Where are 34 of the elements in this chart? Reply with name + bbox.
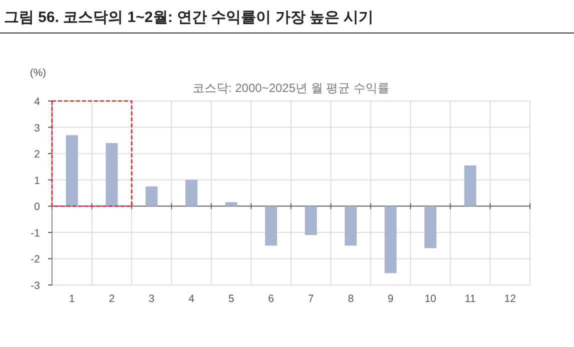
bar: [384, 206, 397, 274]
y-tick-label: 3: [34, 122, 40, 134]
y-tick-label: -1: [30, 227, 40, 240]
x-tick-label: 8: [348, 293, 354, 305]
y-tick-label: 2: [34, 148, 40, 161]
x-tick-label: 1: [68, 293, 75, 305]
y-tick-label: 1: [34, 174, 40, 187]
x-tick-label: 10: [424, 293, 436, 305]
y-tick-label: 0: [34, 201, 40, 214]
bar: [265, 206, 278, 246]
x-tick-label: 7: [308, 293, 314, 305]
bar: [464, 165, 476, 206]
bar: [146, 186, 158, 206]
x-tick-label: 5: [228, 293, 234, 305]
bar: [185, 180, 198, 206]
bar: [424, 206, 436, 248]
bar: [225, 202, 238, 206]
x-tick-label: 12: [504, 293, 516, 305]
x-tick-label: 6: [268, 293, 274, 305]
x-tick-label: 3: [148, 293, 155, 305]
bar: [106, 143, 118, 206]
y-axis-title: (%): [30, 67, 46, 79]
x-tick-label: 2: [108, 293, 115, 305]
y-tick-label: 4: [34, 96, 40, 108]
x-tick-label: 9: [388, 293, 394, 305]
chart-title: 그림 56. 코스닥의 1~2월: 연간 수익률이 가장 높은 시기: [4, 9, 374, 26]
x-tick-label: 4: [188, 293, 194, 305]
y-tick-label: -3: [30, 280, 40, 292]
bar: [304, 206, 317, 236]
x-tick-label: 11: [464, 293, 476, 305]
bar: [344, 206, 357, 246]
y-tick-label: -2: [30, 254, 40, 266]
chart-subtitle: 코스닥: 2000~2025년 월 평균 수익률: [192, 81, 390, 95]
bar: [66, 135, 78, 206]
